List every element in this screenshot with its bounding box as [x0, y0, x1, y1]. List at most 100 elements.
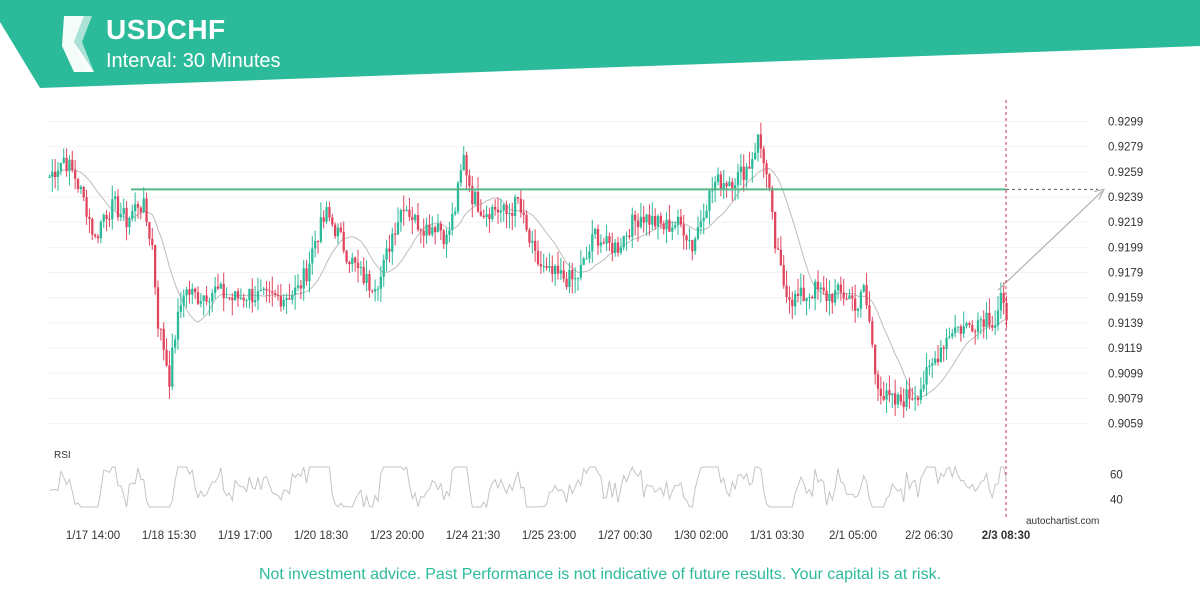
candle	[299, 280, 302, 300]
candle	[568, 262, 571, 294]
time-tick-label: 1/24 21:30	[446, 530, 500, 542]
candle	[305, 259, 308, 286]
candle	[722, 169, 725, 199]
candle	[354, 256, 357, 272]
candle	[74, 159, 77, 190]
candle	[511, 202, 514, 230]
candle	[139, 206, 142, 220]
candle	[236, 287, 240, 307]
candle	[631, 207, 634, 248]
projection	[997, 100, 1106, 520]
candle	[122, 198, 125, 221]
candle	[356, 249, 360, 283]
candle	[694, 236, 697, 256]
candle	[248, 288, 251, 309]
candle	[716, 167, 720, 186]
candle	[596, 224, 600, 256]
candle	[831, 292, 834, 314]
candle	[316, 240, 320, 254]
time-tick-label: 1/25 23:00	[522, 530, 576, 542]
candle	[468, 169, 471, 193]
candle	[148, 221, 151, 246]
candle	[362, 257, 365, 286]
candle	[68, 155, 71, 186]
symbol-title: USDCHF	[106, 14, 226, 45]
candle	[794, 290, 797, 316]
price-tick-label: 0.9219	[1108, 217, 1143, 229]
candlesticks	[48, 122, 1008, 418]
candle	[868, 291, 871, 324]
candle	[231, 293, 234, 316]
candle	[334, 222, 337, 239]
candle	[274, 289, 277, 298]
candle	[379, 266, 382, 302]
price-tick-label: 0.9239	[1108, 192, 1143, 204]
candle	[634, 210, 637, 236]
time-tick-label: 1/31 03:30	[750, 530, 804, 542]
candle	[142, 187, 145, 214]
candle	[339, 222, 342, 234]
candle	[516, 196, 520, 204]
time-tick-label: 2/2 06:30	[905, 530, 953, 542]
candle	[748, 151, 751, 169]
candle	[756, 134, 760, 162]
candle	[531, 231, 534, 254]
candle	[368, 270, 371, 298]
candle	[651, 202, 654, 230]
candle	[779, 236, 782, 266]
candle	[985, 302, 988, 340]
candle	[179, 292, 182, 319]
candle	[754, 142, 757, 161]
candle	[1002, 282, 1005, 315]
candle	[962, 311, 965, 338]
candle	[688, 227, 691, 250]
candle	[482, 209, 485, 219]
candle	[645, 213, 648, 236]
candle	[119, 202, 122, 222]
candle	[902, 388, 905, 418]
candle	[448, 221, 451, 243]
candle	[702, 203, 705, 235]
candle	[939, 340, 942, 363]
candle	[499, 198, 502, 223]
candle	[562, 260, 565, 283]
candle	[974, 328, 977, 345]
candle	[136, 201, 140, 219]
candle	[508, 203, 511, 229]
candle	[668, 204, 671, 232]
candle	[505, 200, 508, 229]
time-tick-label: 2/1 05:00	[829, 530, 877, 542]
candle	[94, 233, 97, 239]
candle	[425, 217, 428, 244]
candle	[796, 278, 800, 303]
candle	[976, 312, 980, 340]
candle	[102, 213, 105, 229]
candle	[522, 199, 525, 224]
candle	[622, 235, 625, 251]
candle	[234, 291, 237, 301]
candle	[999, 282, 1002, 319]
candle	[682, 214, 685, 250]
time-tick-label: 1/19 17:00	[218, 530, 272, 542]
candle	[456, 181, 460, 215]
projection-arrowhead	[1093, 188, 1106, 200]
candle	[474, 188, 477, 207]
candle	[165, 338, 168, 367]
candle	[905, 379, 908, 411]
candle	[954, 314, 957, 338]
candle	[365, 260, 368, 292]
candle	[554, 264, 557, 286]
candle	[199, 293, 202, 308]
candle	[208, 297, 211, 316]
candle	[579, 250, 582, 281]
candle	[202, 295, 205, 316]
candle	[54, 158, 57, 189]
price-tick-label: 0.9159	[1108, 293, 1143, 305]
candle	[471, 176, 474, 218]
candle	[802, 274, 805, 302]
candle	[968, 321, 971, 328]
candle	[399, 208, 402, 232]
candle	[774, 211, 777, 254]
candle	[242, 293, 245, 308]
candle	[605, 224, 608, 252]
